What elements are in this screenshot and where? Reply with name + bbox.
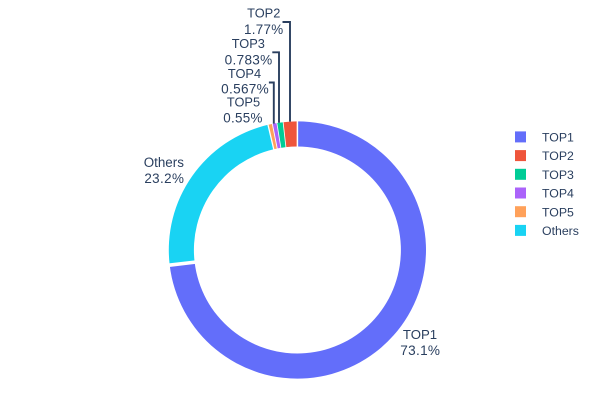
- svg-text:TOP3: TOP3: [542, 168, 574, 182]
- svg-text:0.55%: 0.55%: [223, 111, 262, 126]
- svg-text:TOP5: TOP5: [542, 205, 574, 219]
- svg-text:TOP4: TOP4: [542, 187, 574, 201]
- svg-text:23.2%: 23.2%: [144, 171, 184, 186]
- svg-text:TOP1: TOP1: [403, 327, 437, 342]
- svg-text:TOP5: TOP5: [227, 95, 260, 110]
- svg-text:0.567%: 0.567%: [221, 82, 269, 97]
- svg-text:TOP2: TOP2: [247, 6, 280, 21]
- svg-text:73.1%: 73.1%: [400, 343, 440, 358]
- svg-text:TOP3: TOP3: [232, 36, 265, 51]
- svg-text:TOP2: TOP2: [542, 149, 574, 163]
- svg-text:Others: Others: [144, 155, 184, 170]
- svg-text:TOP1: TOP1: [542, 131, 574, 145]
- svg-text:TOP4: TOP4: [228, 66, 261, 81]
- svg-text:Others: Others: [542, 224, 579, 238]
- svg-text:1.77%: 1.77%: [244, 22, 283, 37]
- svg-text:0.783%: 0.783%: [225, 52, 273, 67]
